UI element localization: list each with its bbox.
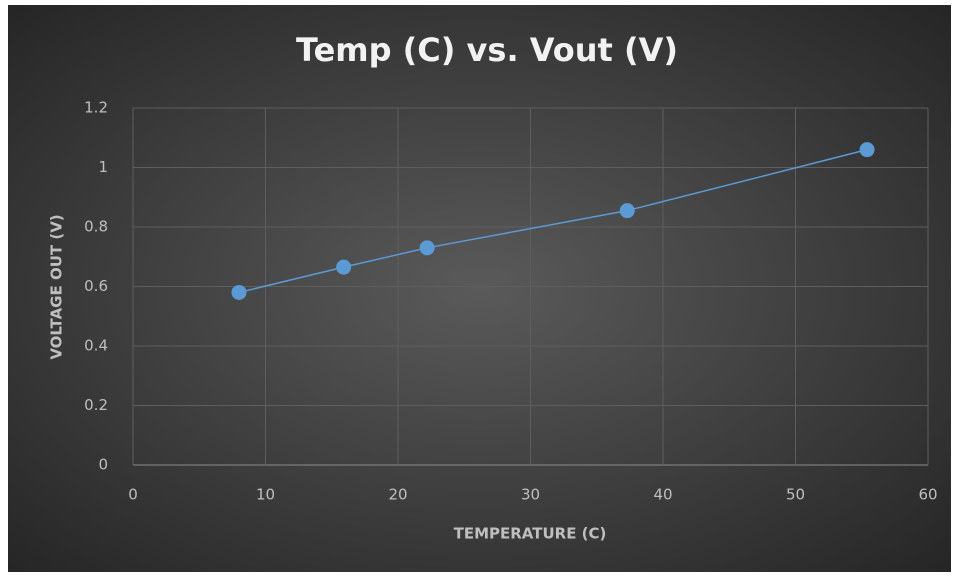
x-tick-label: 0 [128, 486, 138, 504]
x-tick-label: 50 [786, 486, 805, 504]
data-point [336, 259, 352, 275]
x-tick-label: 10 [256, 486, 275, 504]
y-axis-label: VOLTAGE OUT (V) [48, 214, 66, 359]
chart-title: Temp (C) vs. Vout (V) [296, 31, 678, 69]
y-tick-label: 0 [98, 456, 108, 474]
data-point [859, 142, 875, 158]
chart-background [8, 5, 951, 572]
data-point [231, 284, 247, 300]
x-tick-label: 30 [521, 486, 540, 504]
y-tick-label: 1 [98, 158, 108, 176]
x-axis-label: TEMPERATURE (C) [454, 525, 607, 543]
data-point [619, 203, 635, 219]
x-tick-label: 60 [918, 486, 937, 504]
x-tick-label: 40 [653, 486, 672, 504]
y-tick-label: 1.2 [84, 99, 108, 117]
y-tick-label: 0.4 [84, 337, 108, 355]
y-tick-label: 0.6 [84, 277, 108, 295]
data-point [419, 240, 435, 256]
y-tick-label: 0.8 [84, 218, 108, 236]
y-tick-label: 0.2 [84, 396, 108, 414]
x-tick-label: 20 [388, 486, 407, 504]
